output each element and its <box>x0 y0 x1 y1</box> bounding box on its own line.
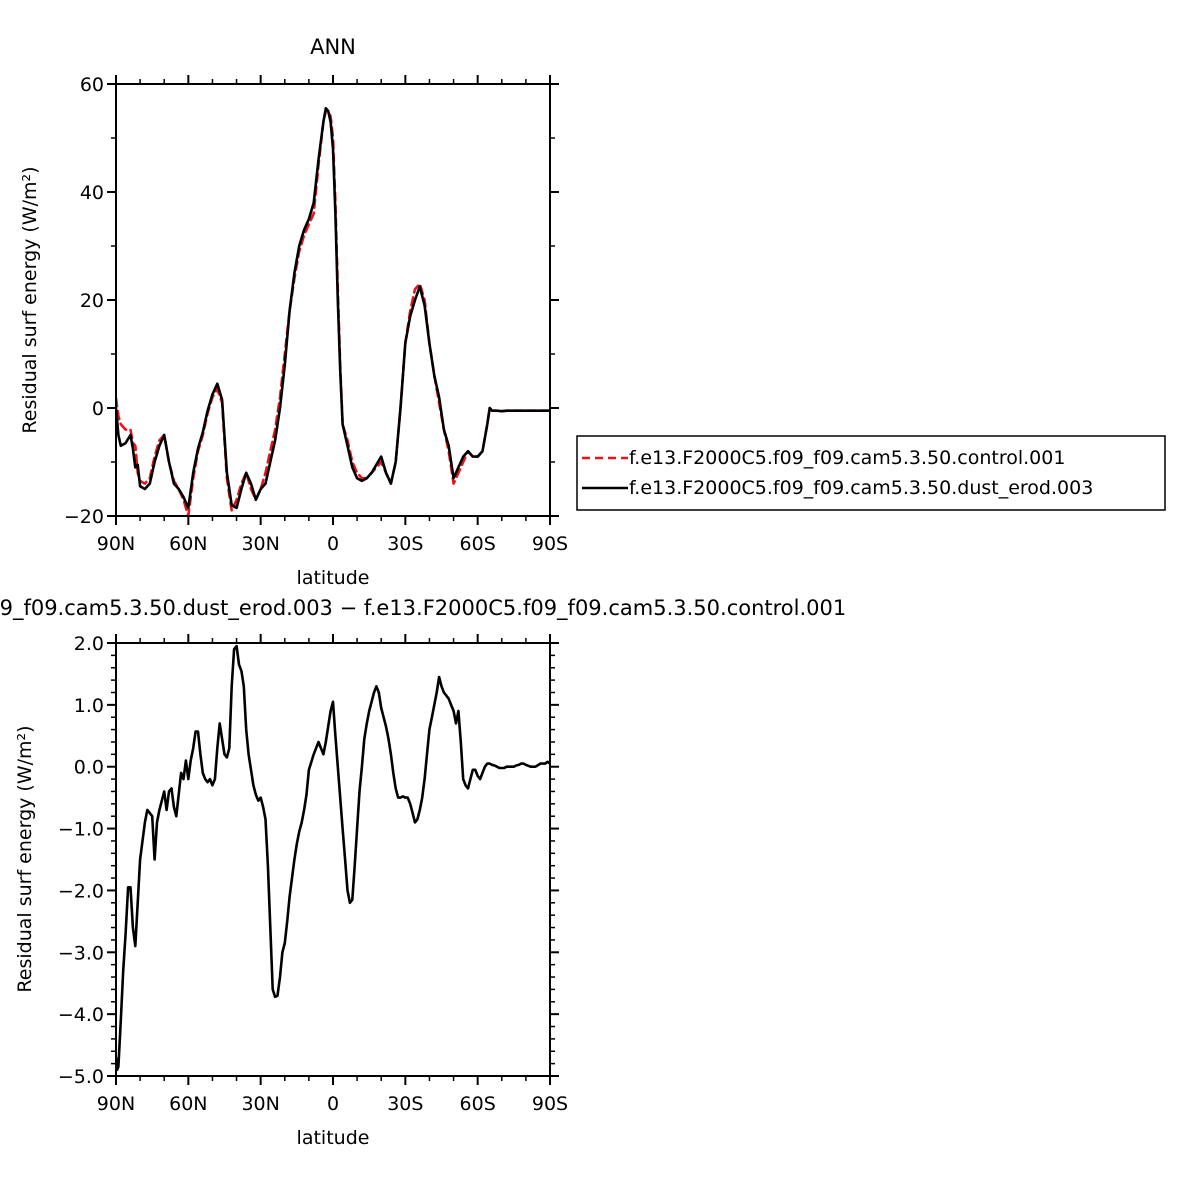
bot-series-line-0 <box>116 644 550 1072</box>
x-tick-label: 0 <box>327 1093 339 1115</box>
x-tick-label: 0 <box>327 533 339 555</box>
x-tick-label: 90N <box>97 1093 135 1115</box>
bottom-chart-x-tick-labels: 90N 60N 30N 0 30S 60S 90S <box>97 1093 568 1115</box>
y-tick-label: 0 <box>92 398 104 420</box>
y-tick-label: −20 <box>64 506 104 528</box>
x-tick-label: 30N <box>241 1093 279 1115</box>
x-tick-label: 60S <box>460 1093 496 1115</box>
y-tick-label: 60 <box>80 74 104 96</box>
x-tick-label: 30N <box>241 533 279 555</box>
x-tick-label: 90N <box>97 533 135 555</box>
x-tick-label: 90S <box>532 1093 568 1115</box>
y-tick-label: 0.0 <box>74 757 104 779</box>
y-tick-label: −2.0 <box>58 880 104 902</box>
legend-box <box>576 435 1166 511</box>
bottom-chart-y-tick-labels: −5.0 −4.0 −3.0 −2.0 −1.0 0.0 1.0 2.0 <box>58 633 104 1088</box>
top-chart-frame <box>115 83 551 517</box>
top-chart-x-axis-label: latitude <box>297 567 370 589</box>
bottom-chart-title: f.e13.F2000C5.f09_f09.cam5.3.50.dust_ero… <box>0 596 846 621</box>
y-tick-label: −5.0 <box>58 1066 104 1088</box>
x-tick-label: 30S <box>387 533 423 555</box>
y-tick-label: 2.0 <box>74 633 104 655</box>
top-chart-y-tick-labels: −20 0 20 40 60 <box>64 74 104 528</box>
x-tick-label: 60N <box>169 1093 207 1115</box>
y-tick-label: 40 <box>80 182 104 204</box>
bottom-chart-x-axis-label: latitude <box>297 1127 370 1149</box>
x-tick-label: 30S <box>387 1093 423 1115</box>
y-tick-label: −4.0 <box>58 1004 104 1026</box>
y-tick-label: −3.0 <box>58 942 104 964</box>
bottom-chart: f.e13.F2000C5.f09_f09.cam5.3.50.dust_ero… <box>0 596 846 1149</box>
top-chart: ANN −20 0 20 40 60 90N 60N 30N 0 30S 60S 90S latit… <box>19 35 1166 589</box>
top-series-line-1 <box>116 107 550 510</box>
legend: f.e13.F2000C5.f09_f09.cam5.3.50.control.… <box>576 435 1166 511</box>
top-chart-x-tick-labels: 90N 60N 30N 0 30S 60S 90S <box>97 533 568 555</box>
bottom-chart-series <box>116 644 550 1072</box>
top-chart-series <box>116 107 550 516</box>
legend-label-dust-erod: f.e13.F2000C5.f09_f09.cam5.3.50.dust_ero… <box>629 477 1093 499</box>
top-chart-title: ANN <box>310 35 356 59</box>
y-tick-label: 1.0 <box>74 695 104 717</box>
x-tick-label: 90S <box>532 533 568 555</box>
bottom-chart-frame <box>115 642 551 1077</box>
y-tick-label: −1.0 <box>58 819 104 841</box>
x-tick-label: 60N <box>169 533 207 555</box>
bottom-chart-y-axis-label: Residual surf energy (W/m²) <box>14 725 36 992</box>
top-chart-y-axis-label: Residual surf energy (W/m²) <box>19 166 41 433</box>
legend-label-control: f.e13.F2000C5.f09_f09.cam5.3.50.control.… <box>629 447 1065 469</box>
x-tick-label: 60S <box>460 533 496 555</box>
y-tick-label: 20 <box>80 290 104 312</box>
